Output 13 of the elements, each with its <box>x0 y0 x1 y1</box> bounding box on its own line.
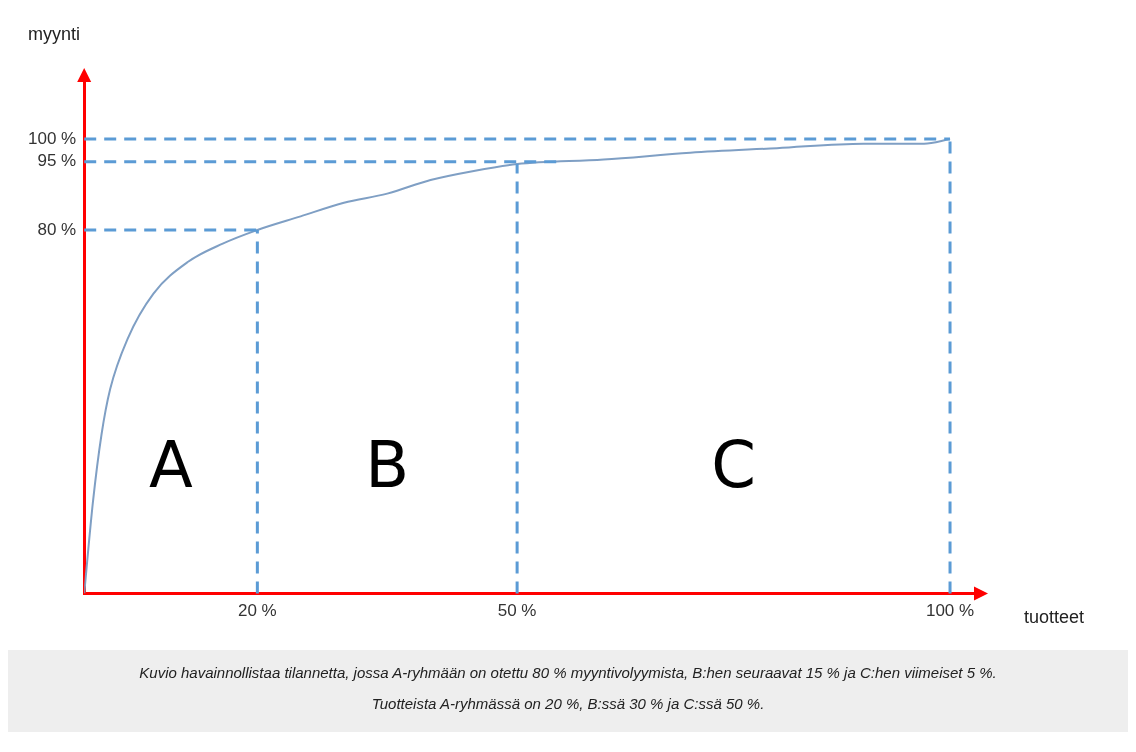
y-tick-label: 100 % <box>28 128 77 148</box>
annotation: A <box>148 427 193 502</box>
y-axis-title: myynti <box>28 24 81 44</box>
text: Kuvio havainnollistaa tilannetta, jossa A-ryhmään on otettu 80 % myyntivolyymista, B:hen seuraavat 15 % ja C:hen viimeiset 5 %. <box>138 664 998 681</box>
y-tick-label: 80 % <box>37 219 77 239</box>
x-axis-title: tuotteet <box>1024 606 1085 627</box>
y-tick-label: 95 % <box>37 151 77 171</box>
annotation: B <box>365 427 410 502</box>
annotation: C <box>711 427 756 502</box>
x-tick-label: 100 % <box>925 601 975 621</box>
text: Tuotteista A-ryhmässä on 20 %, B:ssä 30 % ja C:ssä 50 %. <box>370 695 766 712</box>
x-tick-label: 20 % <box>237 601 277 621</box>
x-tick-label: 50 % <box>497 601 537 621</box>
